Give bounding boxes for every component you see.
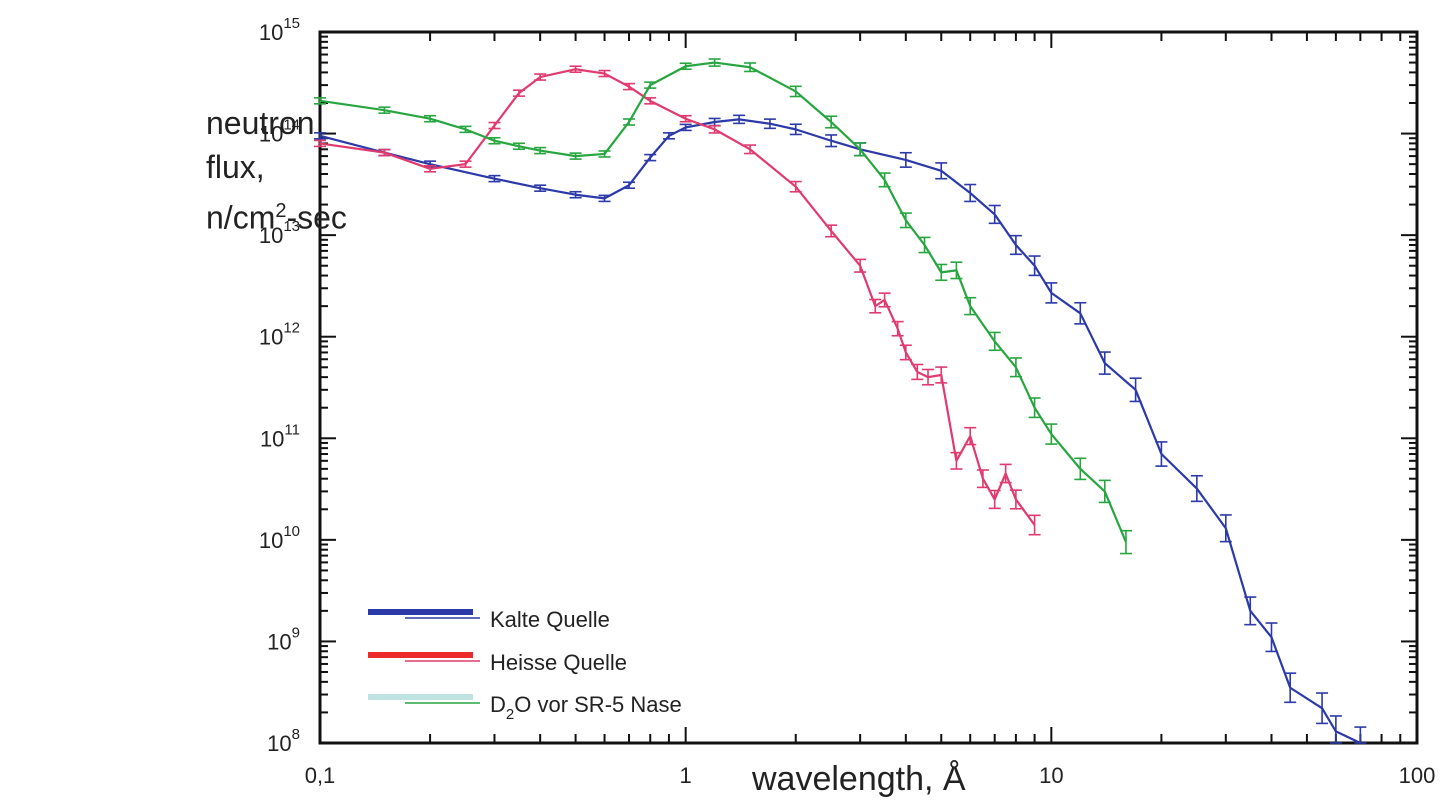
y-tick-label: 1012 (259, 320, 300, 350)
y-axis-label-line-2: flux, (206, 149, 265, 185)
y-tick-label: 1015 (259, 15, 300, 45)
x-tick-label: 1 (680, 763, 692, 788)
series-line (319, 118, 1361, 744)
plot-frame (318, 30, 1419, 745)
legend-label: Kalte Quelle (490, 607, 610, 632)
x-axis-label: wavelength, Å (752, 760, 966, 798)
y-axis-label-line-1: neutron (206, 105, 315, 141)
y-tick-label: 1014 (259, 117, 300, 147)
x-tick-label: 10 (1039, 763, 1063, 788)
legend-label: Heisse Quelle (490, 650, 627, 675)
axis-labels: 0,1 1 10 100 108 109 1010 1011 1012 1013 1014 1015 (259, 15, 1436, 788)
series-layer (314, 58, 1367, 744)
legend-label: D2O vor SR-5 Nase (490, 692, 682, 723)
y-axis-label-unit: n/cm (206, 199, 276, 236)
y-axis-label-line-3: n/cm2-sec (206, 192, 347, 237)
y-tick-label: 1011 (260, 421, 300, 451)
legend: Kalte Quelle Heisse Quelle D2O vor SR-5 Na… (368, 607, 682, 723)
series-1 (314, 114, 1367, 744)
axes-ticks (319, 32, 1417, 744)
series-3 (314, 58, 1132, 555)
series-2 (314, 65, 1041, 536)
y-tick-label: 109 (267, 624, 300, 654)
y-axis-label-unit-rest: -sec (286, 199, 347, 236)
series-line (319, 68, 1036, 526)
series-line (319, 61, 1127, 543)
y-tick-label: 108 (267, 726, 300, 756)
x-tick-label: 0,1 (305, 763, 336, 788)
y-tick-label: 1010 (259, 523, 300, 553)
y-tick-label: 1013 (259, 218, 300, 248)
x-tick-label: 100 (1399, 763, 1436, 788)
y-axis-label-exponent: 2 (275, 200, 287, 222)
